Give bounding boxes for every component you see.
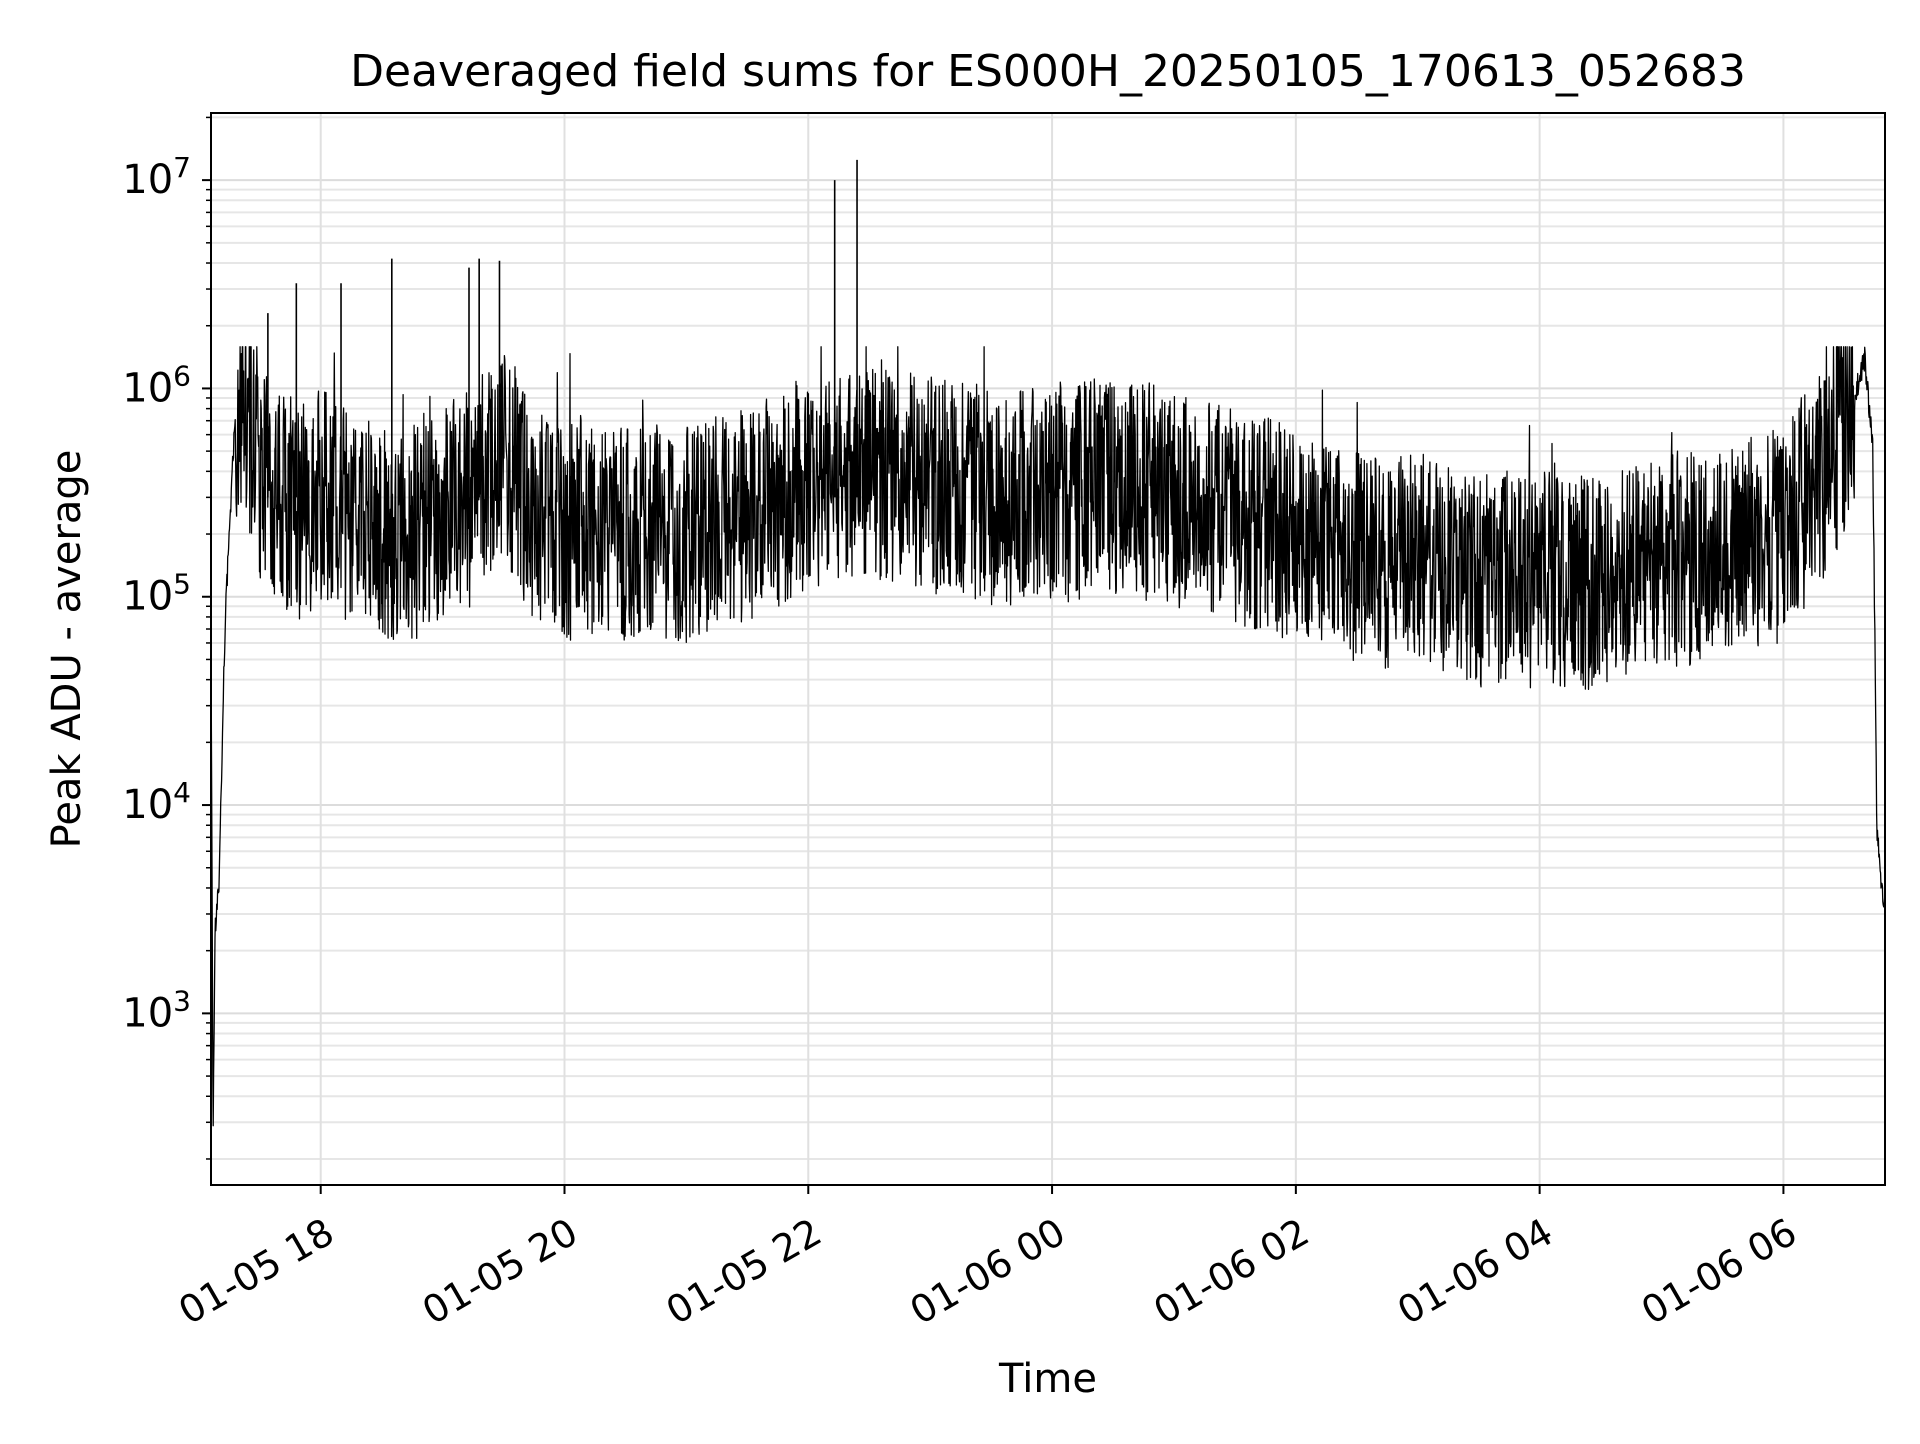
x-tick-label: 01-06 00 (903, 1210, 1073, 1334)
x-tick-label: 01-06 06 (1634, 1210, 1804, 1334)
y-tick-label: 103 (122, 984, 191, 1036)
y-tick-label: 105 (122, 568, 191, 620)
x-tick-label: 01-05 22 (659, 1210, 829, 1334)
x-axis-label: Time (998, 1356, 1097, 1402)
x-tick-label: 01-06 02 (1146, 1210, 1316, 1334)
y-axis: 103 104 105 106 107 (122, 116, 211, 1160)
x-tick-label: 01-05 18 (171, 1210, 341, 1334)
y-axis-label: Peak ADU - average (44, 450, 90, 849)
y-tick-label: 104 (122, 776, 191, 828)
x-tick-label: 01-05 20 (415, 1210, 585, 1334)
series-layer (210, 159, 1886, 1127)
x-axis: 01-05 18 01-05 20 01-05 22 01-06 00 01-06 02… (171, 1185, 1804, 1333)
plot-frame (210, 112, 1886, 1186)
y-tick-label: 107 (122, 151, 191, 203)
grid (211, 113, 1885, 1185)
y-tick-label: 106 (122, 359, 191, 411)
series-line (210, 346, 1886, 1127)
x-tick-label: 01-06 04 (1390, 1210, 1560, 1334)
chart-title: Deaveraged field sums for ES000H_2025010… (350, 46, 1746, 97)
